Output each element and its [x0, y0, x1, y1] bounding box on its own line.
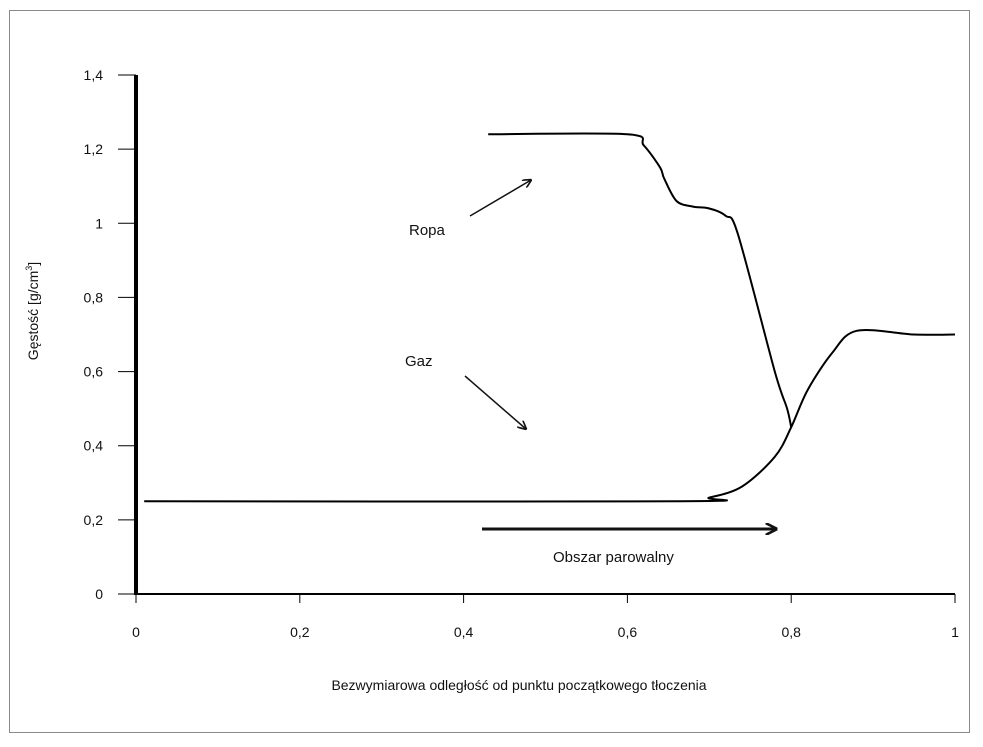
region-label: Obszar parowalny — [553, 549, 674, 566]
x-tick-label: 0,8 — [781, 624, 801, 640]
y-tick-label: 0,4 — [84, 438, 104, 454]
y-axis-title: Gęstość [g/cm3] — [24, 262, 41, 360]
x-tick-label: 0,4 — [454, 624, 474, 640]
y-tick-label: 1,4 — [84, 67, 104, 83]
series-line-gaz — [144, 329, 956, 503]
ropa-label: Ropa — [409, 222, 446, 239]
x-tick-label: 0 — [132, 624, 140, 640]
y-tick-label: 0,2 — [84, 512, 104, 528]
y-tick-label: 0 — [95, 586, 103, 602]
x-axis-title: Bezwymiarowa odległość od punktu początk… — [331, 677, 706, 693]
y-tick-label: 1 — [95, 215, 103, 231]
y-axis-title-close: ] — [25, 262, 41, 266]
ropa-arrow — [469, 180, 531, 217]
figure-frame — [9, 10, 970, 733]
gaz-label: Gaz — [405, 353, 433, 370]
x-tick-label: 0,6 — [618, 624, 638, 640]
y-tick-label: 0,6 — [84, 364, 104, 380]
series-line-ropa — [488, 132, 793, 428]
y-axis-title-sup: 3 — [24, 266, 34, 271]
y-tick-label: 1,2 — [84, 141, 104, 157]
y-tick-label: 0,8 — [84, 289, 104, 305]
y-axis-title-main: Gęstość [g/cm — [25, 271, 41, 360]
gaz-arrow — [464, 375, 526, 429]
x-tick-label: 1 — [951, 624, 959, 640]
x-tick-label: 0,2 — [290, 624, 310, 640]
